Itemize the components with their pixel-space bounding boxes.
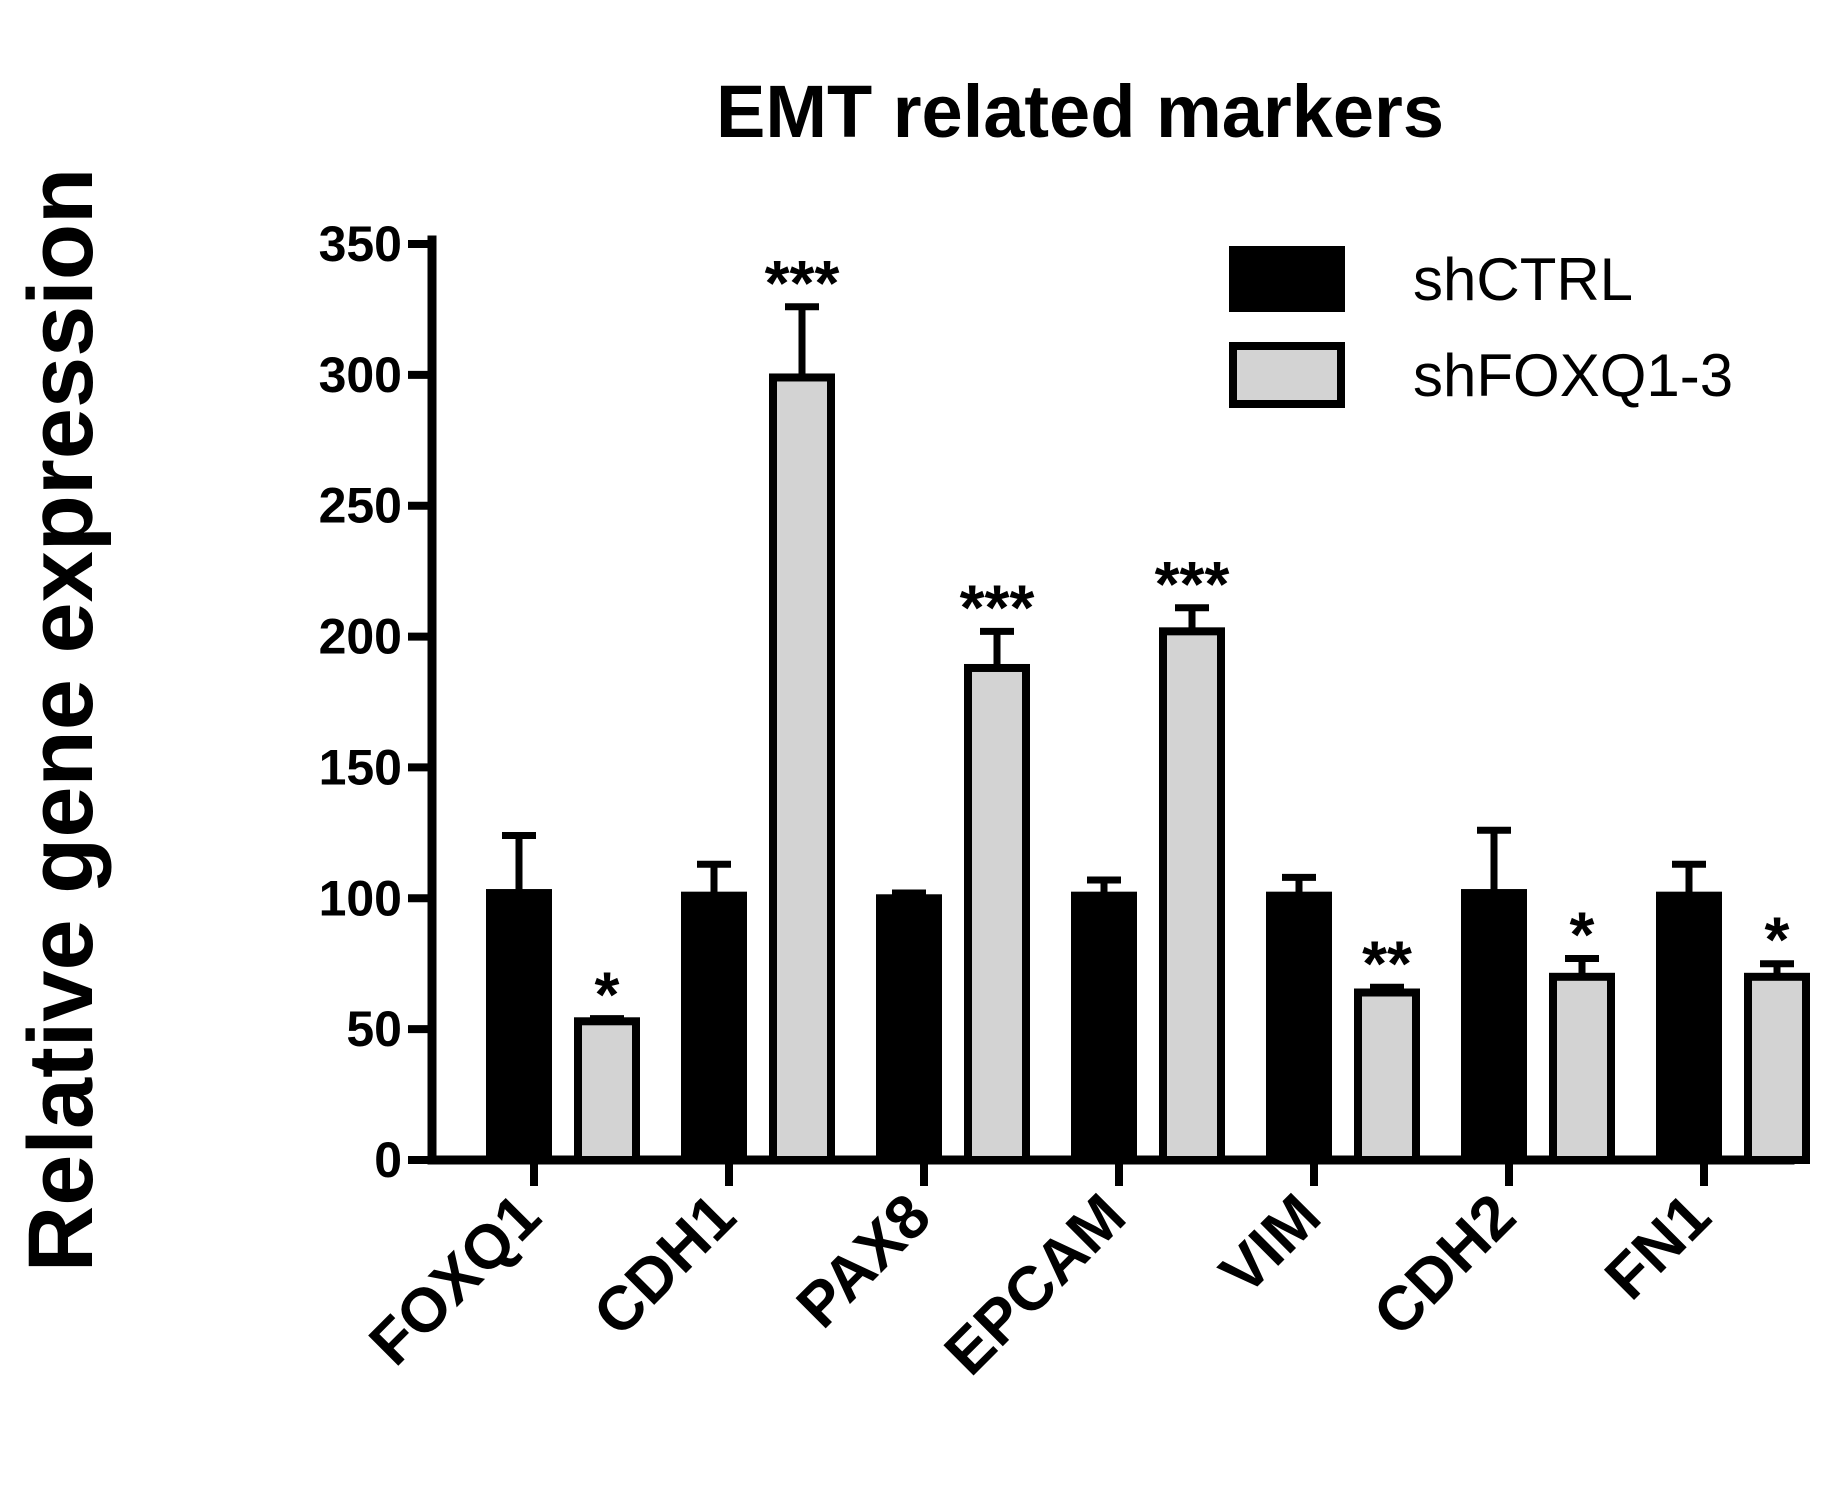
bar-shfoxq1-3 [1549,972,1615,1164]
bars: ******* ***** * * [486,247,1810,1165]
bar-shfoxq1-3 [1744,972,1810,1164]
bar-shctrl [486,889,552,1165]
bar-shctrl [1461,889,1527,1165]
significance-label: *** [1155,548,1230,620]
bar-shfoxq1-3 [574,1017,640,1165]
y-tick-label: 50 [346,1001,402,1057]
significance-label: * [595,959,620,1031]
category-label: FOXQ1 [356,1181,553,1378]
bar-shctrl [876,894,942,1164]
legend-swatch-shctrl [1229,246,1345,312]
bar-shctrl [1266,891,1332,1164]
y-tick-label: 150 [319,739,402,795]
category-label: FN1 [1592,1181,1724,1313]
bar-shfoxq1-3 [1354,988,1420,1165]
y-tick-label: 300 [319,347,402,403]
bar-shctrl [1656,891,1722,1164]
category-label: EPCAM [932,1181,1139,1388]
y-axis-label: Relative gene expression [10,168,112,1273]
y-tick-label: 250 [319,478,402,534]
y-tick-label: 100 [319,870,402,926]
significance-label: ** [1362,927,1412,999]
bar-shfoxq1-3 [964,663,1030,1165]
y-tick-label: 200 [319,609,402,665]
category-label: CDH2 [1361,1181,1529,1349]
legend-label-shfoxq1-3: shFOXQ1-3 [1413,342,1733,409]
chart-title: EMT related markers [716,70,1444,153]
bar-shctrl [681,891,747,1164]
category-label: CDH1 [581,1181,749,1349]
y-tick-label: 350 [319,216,402,272]
bar-shctrl [1071,891,1137,1164]
y-tick-label: 0 [374,1132,402,1188]
y-axis-ticks: 0 50 100 150 200 250 300 350 [319,216,432,1188]
category-label: VIM [1207,1181,1334,1308]
significance-label: * [1570,898,1595,970]
legend-label-shctrl: shCTRL [1413,246,1633,313]
significance-label: *** [960,571,1035,643]
bar-shfoxq1-3 [1159,627,1225,1164]
bar-shfoxq1-3 [769,373,835,1164]
legend: shCTRL shFOXQ1-3 [1229,246,1733,409]
significance-label: * [1765,904,1790,976]
category-label: PAX8 [784,1181,944,1341]
significance-label: *** [765,247,840,319]
legend-swatch-shfoxq1-3 [1229,342,1345,408]
